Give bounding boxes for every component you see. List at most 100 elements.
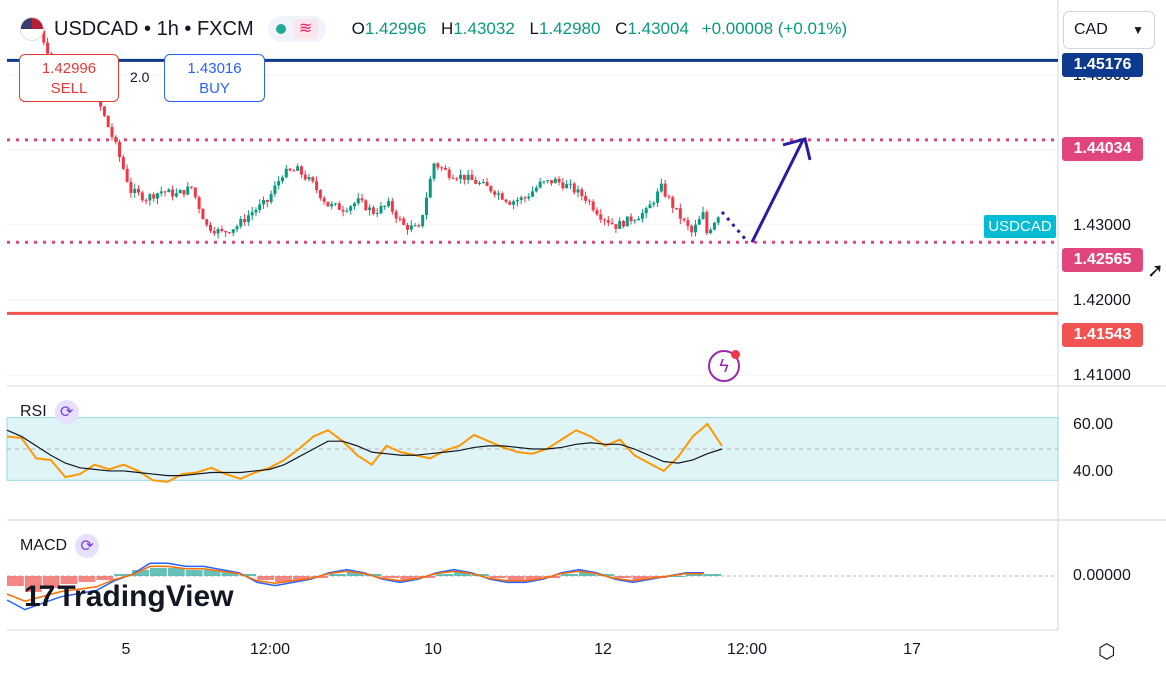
macd-histogram-bar [596, 574, 614, 576]
candle-body [459, 174, 463, 179]
macd-histogram-bar [203, 570, 221, 576]
macd-histogram-bar [275, 576, 292, 582]
candle-body [523, 197, 527, 199]
candle-body [610, 222, 614, 225]
currency-value: CAD [1074, 21, 1108, 38]
refresh-icon[interactable]: ⟳ [75, 534, 100, 558]
candle-body [474, 180, 478, 184]
macd-label[interactable]: MACD ⟳ [20, 534, 100, 558]
candle-body [193, 187, 197, 198]
candle-body [534, 187, 538, 192]
macd-histogram-bar [668, 576, 686, 577]
candle-body [538, 181, 542, 188]
buy-button[interactable]: 1.43016 BUY [164, 54, 265, 102]
price-label-support[interactable]: 1.42565 [1062, 248, 1143, 272]
candle-body [330, 203, 334, 207]
macd-histogram-bar [364, 574, 382, 576]
macd-histogram-bar [328, 574, 346, 576]
candle-body [656, 191, 660, 203]
time-tick: 12:00 [249, 641, 291, 658]
candle-body [640, 213, 644, 219]
market-status[interactable]: ≋ [267, 16, 326, 42]
candle-body [508, 201, 512, 205]
rsi-label[interactable]: RSI ⟳ [20, 400, 79, 424]
candle-body [345, 210, 349, 212]
candle-body [159, 191, 163, 194]
macd-histogram-bar [453, 572, 471, 576]
mouse-cursor-icon: ➚ [1147, 260, 1164, 282]
candle-body [690, 225, 694, 233]
symbol-price-tag: USDCAD [984, 215, 1056, 238]
candle-body [421, 214, 425, 227]
candle-body [99, 98, 103, 107]
projection-dotted [720, 210, 750, 244]
open-label: O [351, 19, 365, 38]
sell-button[interactable]: 1.42996 SELL [19, 54, 119, 102]
candle-body [466, 174, 470, 180]
interval-label: 1h [156, 17, 179, 40]
candle-body [436, 163, 440, 168]
candle-body [110, 127, 114, 137]
candle-body [470, 174, 474, 181]
candle-body [42, 30, 46, 43]
candle-body [224, 231, 228, 233]
candle-body [409, 225, 413, 230]
refresh-icon[interactable]: ⟳ [54, 400, 79, 424]
candle-body [591, 201, 595, 211]
price-label-top-line[interactable]: 1.45176 [1062, 53, 1143, 77]
time-tick: 17 [903, 641, 921, 658]
macd-histogram-bar [382, 576, 400, 578]
candle-body [595, 210, 599, 215]
candle-body [455, 178, 459, 180]
macd-tick: 0.00000 [1073, 567, 1131, 584]
candle-body [144, 200, 148, 202]
candle-body [307, 177, 311, 180]
sell-price: 1.42996 [41, 60, 97, 77]
macd-signal-line [6, 565, 705, 602]
settings-icon[interactable]: ⬡ [1098, 641, 1116, 663]
candle-body [152, 194, 156, 199]
macd-histogram-bar [346, 572, 364, 576]
arrow-head-icon [782, 137, 812, 161]
candle-body [315, 181, 319, 190]
candle-body [171, 189, 175, 197]
candle-body [201, 208, 205, 220]
candle-body [163, 191, 167, 193]
flash-icon[interactable]: ϟ [708, 350, 740, 382]
tv-logo-icon: 17 [24, 580, 55, 613]
candle-body [220, 229, 224, 232]
candle-body [621, 221, 625, 227]
candle-body [118, 141, 122, 158]
candle-body [462, 174, 466, 180]
macd-histogram-bar [436, 574, 453, 576]
candle-body [553, 178, 557, 184]
macd-histogram-bar [632, 576, 650, 580]
candle-body [231, 229, 235, 233]
candle-body [352, 203, 356, 207]
candle-body [697, 219, 701, 225]
rsi-tick: 40.00 [1073, 463, 1114, 480]
candle-body [447, 169, 451, 178]
candle-body [277, 181, 281, 186]
candle-body [701, 212, 705, 220]
candle-body [292, 170, 296, 172]
candle-body [568, 183, 572, 185]
currency-select[interactable]: CAD ▼ [1063, 11, 1155, 49]
candle-body [322, 197, 326, 202]
candle-body [318, 189, 322, 198]
candle-body [603, 219, 607, 221]
macd-histogram-bar [507, 576, 525, 580]
price-label-resistance[interactable]: 1.44034 [1062, 137, 1143, 161]
candle-body [303, 174, 307, 180]
symbol-title[interactable]: USDCAD • 1h • FXCM [54, 18, 254, 41]
candle-body [288, 168, 292, 171]
price-label-lower-line[interactable]: 1.41543 [1062, 323, 1143, 347]
macd-histogram-bar [78, 576, 96, 582]
candle-body [311, 177, 315, 182]
rsi-ma-line [6, 429, 723, 477]
close-value: 1.43004 [627, 19, 689, 38]
brand-name: TradingView [57, 580, 234, 613]
macd-histogram-bar [471, 574, 489, 576]
candle-body [504, 199, 508, 202]
